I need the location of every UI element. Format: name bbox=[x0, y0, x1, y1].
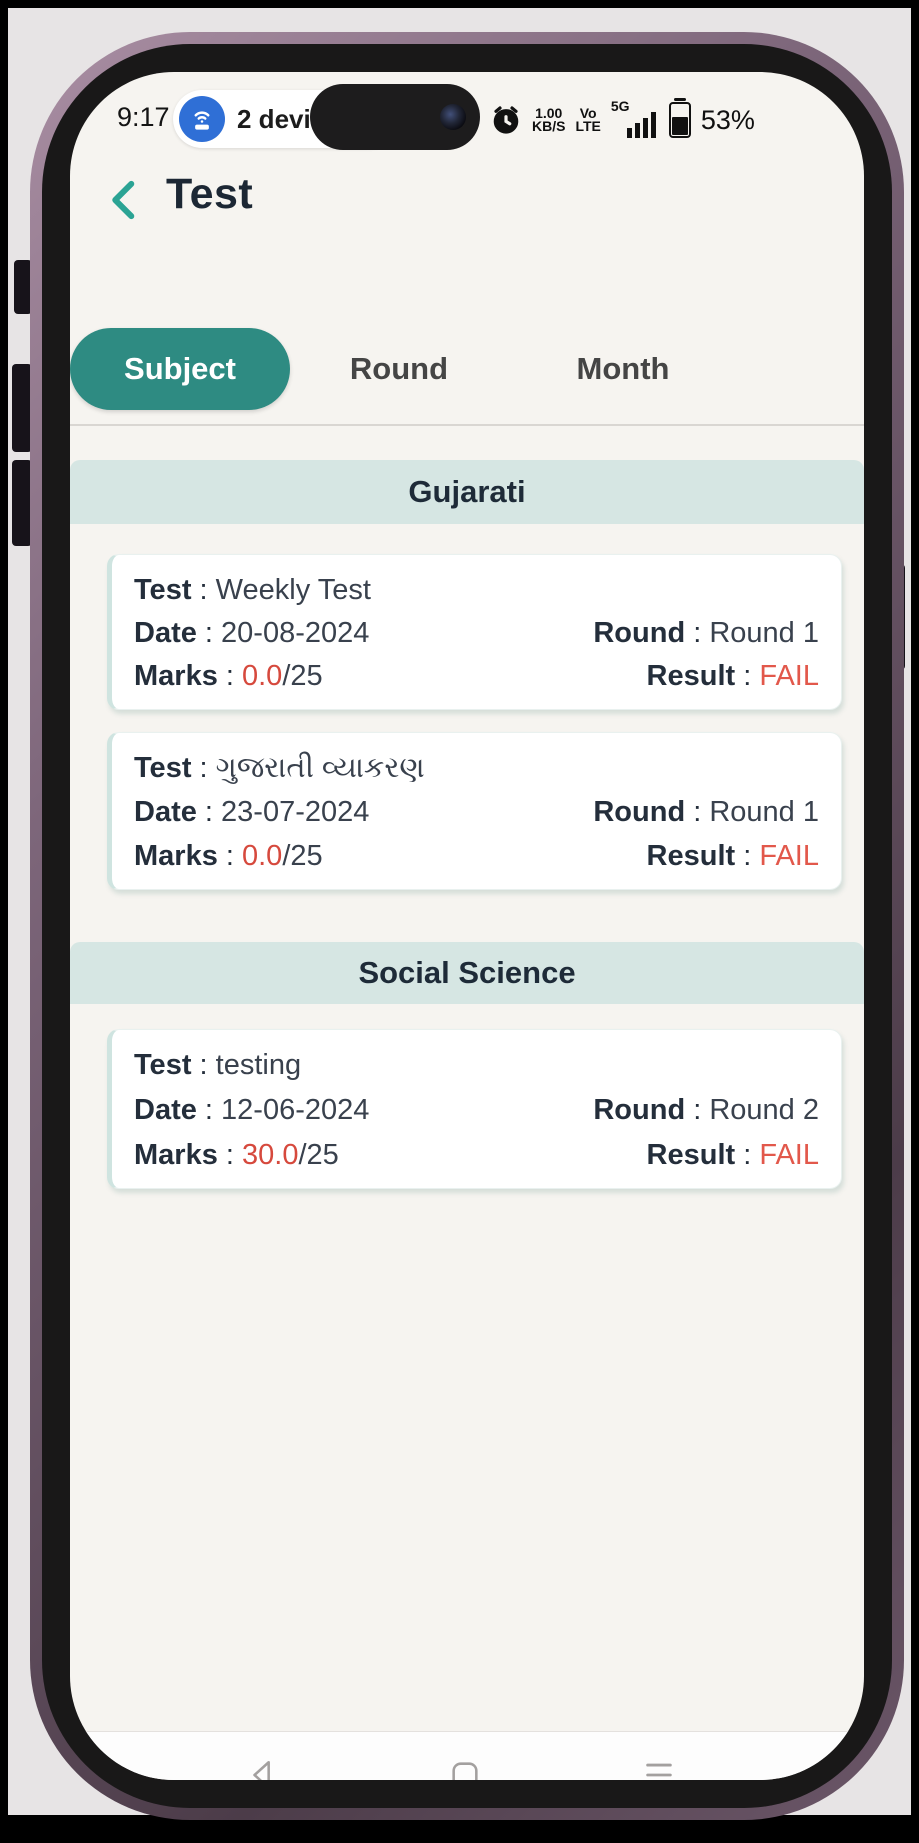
nav-recents-icon[interactable] bbox=[642, 1758, 676, 1780]
tab-month-label: Month bbox=[576, 351, 670, 386]
tab-month[interactable]: Month bbox=[538, 328, 708, 410]
test-card: Test : ગુજરાતી વ્યાકરણ Date : 23-07-2024… bbox=[107, 732, 842, 890]
battery-icon bbox=[668, 98, 691, 138]
field-label-result: Result bbox=[646, 1139, 736, 1171]
chevron-left-icon bbox=[112, 180, 135, 220]
date-round-row: Date : 20-08-2024 Round : Round 1 bbox=[134, 617, 819, 649]
result-value: FAIL bbox=[759, 660, 819, 692]
result-value: FAIL bbox=[759, 1139, 819, 1171]
tab-round-label: Round bbox=[349, 351, 449, 386]
marks-score: 0.0 bbox=[242, 660, 283, 692]
field-label-test: Test bbox=[134, 574, 192, 606]
field-label-result: Result bbox=[646, 660, 736, 692]
section-title: Gujarati bbox=[408, 474, 526, 509]
marks-result-row: Marks : 0.0/25 Result : FAIL bbox=[134, 840, 819, 872]
test-name-value: testing bbox=[215, 1049, 302, 1081]
nav-home-icon[interactable] bbox=[448, 1758, 482, 1780]
tab-bar: Subject Round Month bbox=[70, 328, 864, 412]
volume-down-button bbox=[12, 460, 32, 546]
data-rate-indicator: 1.00 KB/S bbox=[532, 105, 566, 134]
phone-screen: 9:17 2 devices bbox=[70, 72, 864, 1780]
field-label-date: Date bbox=[134, 1094, 197, 1126]
app-header: Test bbox=[70, 168, 864, 232]
divider bbox=[70, 424, 864, 426]
marks-total: /25 bbox=[298, 1139, 339, 1171]
marks-score: 30.0 bbox=[242, 1139, 299, 1171]
section-header-social-science: Social Science bbox=[70, 942, 864, 1004]
page-title: Test bbox=[166, 170, 254, 218]
field-label-result: Result bbox=[646, 840, 736, 872]
marks-result-row: Marks : 30.0/25 Result : FAIL bbox=[134, 1139, 819, 1171]
network-type-label: 5G bbox=[610, 98, 630, 114]
round-value: Round 1 bbox=[709, 796, 819, 828]
tab-subject-label: Subject bbox=[124, 351, 236, 386]
date-value: 23-07-2024 bbox=[221, 796, 370, 828]
field-label-round: Round bbox=[593, 1094, 686, 1126]
date-round-row: Date : 23-07-2024 Round : Round 1 bbox=[134, 796, 819, 828]
test-card: Test : Weekly Test Date : 20-08-2024 Rou… bbox=[107, 554, 842, 710]
field-label-round: Round bbox=[593, 617, 686, 649]
section-header-gujarati: Gujarati bbox=[70, 460, 864, 524]
test-name-value: ગુજરાતી વ્યાકરણ bbox=[215, 752, 425, 784]
date-value: 20-08-2024 bbox=[221, 617, 370, 649]
signal-strength-icon: 5G bbox=[610, 98, 657, 140]
field-label-marks: Marks bbox=[134, 660, 218, 692]
field-label-round: Round bbox=[593, 796, 686, 828]
photo-background: 9:17 2 devices bbox=[8, 8, 911, 1820]
field-label-date: Date bbox=[134, 796, 197, 828]
hotspot-icon bbox=[179, 96, 225, 142]
field-label-test: Test bbox=[134, 1049, 192, 1081]
test-name-row: Test : testing bbox=[134, 1049, 302, 1081]
status-time: 9:17 bbox=[117, 102, 170, 132]
marks-result-row: Marks : 0.0/25 Result : FAIL bbox=[134, 660, 819, 692]
test-name-row: Test : ગુજરાતી વ્યાકરણ bbox=[134, 752, 425, 784]
nav-back-icon[interactable] bbox=[246, 1758, 280, 1780]
round-value: Round 2 bbox=[709, 1094, 819, 1126]
field-label-marks: Marks bbox=[134, 840, 218, 872]
phone-bezel: 9:17 2 devices bbox=[42, 44, 892, 1808]
test-card: Test : testing Date : 12-06-2024 Round :… bbox=[107, 1029, 842, 1189]
marks-total: /25 bbox=[282, 840, 323, 872]
volume-up-button bbox=[12, 364, 32, 452]
volte-indicator: Vo LTE bbox=[575, 105, 601, 134]
status-icons: 1.00 KB/S Vo LTE 5G bbox=[490, 94, 755, 146]
marks-score: 0.0 bbox=[242, 840, 283, 872]
phone-frame: 9:17 2 devices bbox=[30, 32, 904, 1820]
side-button bbox=[14, 260, 32, 314]
field-label-date: Date bbox=[134, 617, 197, 649]
field-label-marks: Marks bbox=[134, 1139, 218, 1171]
tab-round[interactable]: Round bbox=[314, 328, 484, 410]
front-camera bbox=[440, 104, 466, 130]
test-name-row: Test : Weekly Test bbox=[134, 574, 371, 606]
date-round-row: Date : 12-06-2024 Round : Round 2 bbox=[134, 1094, 819, 1126]
section-title: Social Science bbox=[358, 955, 576, 990]
alarm-icon bbox=[493, 106, 519, 134]
battery-percent: 53% bbox=[700, 104, 755, 135]
test-name-value: Weekly Test bbox=[215, 574, 371, 606]
back-button[interactable] bbox=[106, 178, 146, 222]
marks-total: /25 bbox=[282, 660, 323, 692]
android-nav-bar bbox=[70, 1731, 864, 1780]
field-label-test: Test bbox=[134, 752, 192, 784]
round-value: Round 1 bbox=[709, 617, 819, 649]
camera-notch bbox=[310, 84, 480, 150]
tab-subject[interactable]: Subject bbox=[70, 328, 290, 410]
date-value: 12-06-2024 bbox=[221, 1094, 370, 1126]
result-value: FAIL bbox=[759, 840, 819, 872]
